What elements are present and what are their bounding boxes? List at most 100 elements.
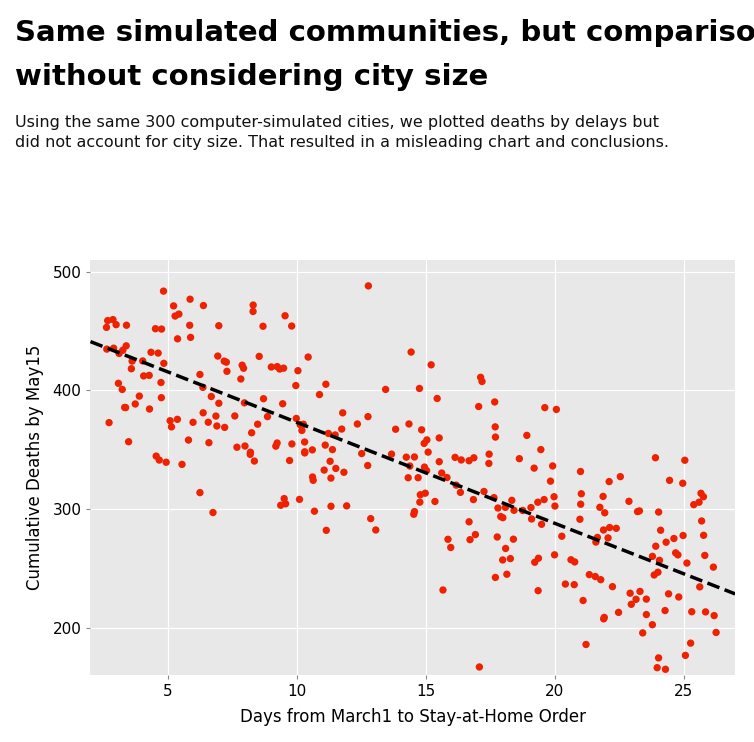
Point [707,561,719,573]
Point [469,528,481,540]
X-axis label: Days from March1 to Stay-at-Home Order: Days from March1 to Stay-at-Home Order [240,708,586,726]
Point [274,363,286,375]
Point [604,522,616,533]
Point [299,446,311,458]
Point [117,344,129,356]
Point [532,552,544,564]
Point [673,591,685,603]
Point [623,496,635,508]
Point [419,487,431,499]
Point [640,593,652,605]
Point [136,355,149,367]
Point [668,533,680,545]
Point [244,448,256,460]
Point [449,451,461,463]
Point [290,413,302,424]
Point [184,319,196,331]
Point [369,524,382,536]
Point [238,362,250,374]
Point [286,438,298,450]
Point [598,613,610,625]
Point [630,594,642,605]
Point [325,472,337,484]
Point [685,605,697,617]
Point [575,487,587,499]
Point [697,490,710,502]
Point [236,359,248,371]
Point [307,474,319,486]
Point [257,321,269,332]
Point [429,496,441,508]
Point [535,519,547,531]
Point [612,606,624,618]
Point [497,554,509,566]
Point [150,450,162,462]
Point [238,397,250,409]
Point [610,522,622,534]
Point [326,444,339,456]
Point [646,619,658,631]
Point [654,525,667,536]
Point [247,306,259,318]
Point [695,487,707,499]
Point [277,362,290,374]
Point [202,416,214,428]
Point [464,533,476,545]
Point [185,332,197,344]
Point [652,566,664,578]
Point [584,568,596,580]
Point [323,427,335,439]
Point [699,550,711,562]
Point [246,427,258,439]
Point [118,401,130,413]
Point [107,314,119,326]
Point [708,610,720,622]
Point [535,444,547,456]
Point [489,421,501,433]
Point [589,571,601,582]
Point [293,493,305,505]
Point [292,365,304,377]
Point [556,531,568,542]
Point [299,436,311,448]
Point [252,418,264,430]
Point [152,347,164,359]
Point [491,531,503,543]
Point [400,451,412,463]
Point [565,554,577,565]
Point [247,299,259,311]
Point [664,474,676,486]
Point [463,516,475,528]
Point [421,434,433,446]
Point [646,551,658,562]
Point [606,581,618,593]
Point [239,440,251,452]
Point [277,398,289,410]
Point [271,437,284,449]
Point [590,536,602,548]
Point [672,549,684,561]
Point [548,549,560,561]
Point [137,370,149,382]
Point [663,588,675,600]
Point [513,453,526,464]
Point [318,464,330,476]
Point [320,525,333,536]
Point [679,649,691,661]
Point [463,455,475,467]
Point [636,627,648,639]
Point [506,494,518,506]
Point [314,389,326,401]
Point [603,476,615,487]
Point [504,553,516,565]
Point [296,424,308,436]
Point [262,410,274,422]
Point [187,416,199,428]
Point [160,456,172,468]
Point [425,359,437,371]
Point [319,439,331,451]
Point [221,365,233,377]
Point [212,350,224,362]
Point [569,579,581,591]
Point [279,310,291,322]
